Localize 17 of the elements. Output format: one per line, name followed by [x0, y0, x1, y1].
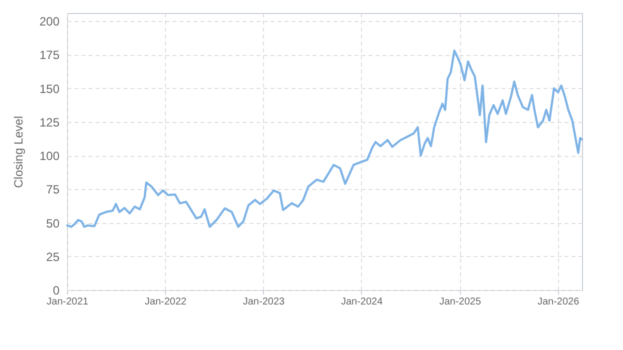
y-tick-label: 125	[39, 115, 60, 130]
y-tick-label: 150	[39, 82, 60, 96]
x-tick-label: Jan-2023	[242, 296, 285, 308]
x-tick-label: Jan-2025	[439, 296, 482, 308]
x-tick-label: Jan-2024	[340, 296, 384, 308]
y-tick-label: 0	[52, 284, 60, 298]
y-tick-label: 25	[46, 250, 60, 264]
line-series	[66, 50, 584, 228]
y-tick-label: 75	[46, 182, 60, 197]
x-tick-label: Jan-2022	[144, 296, 187, 308]
y-tick-label: 100	[39, 149, 60, 164]
y-tick-label: 175	[39, 48, 60, 62]
y-tick-label: 200	[39, 14, 60, 29]
x-tick-label: Jan-2026	[537, 296, 580, 308]
y-tick-label: 50	[46, 216, 60, 230]
x-tick-label: Jan-2021	[46, 296, 89, 308]
y-axis-title: Closing Level	[11, 116, 26, 188]
